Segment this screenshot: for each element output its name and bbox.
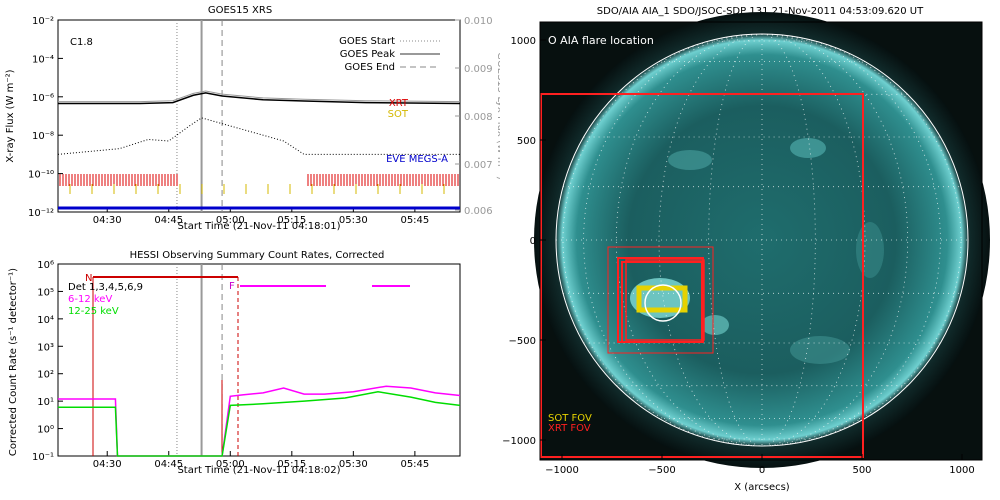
grid-longitude <box>658 34 763 446</box>
xrt-fov-box-outer <box>607 246 714 354</box>
aia-xlabel: X (arcsecs) <box>734 482 790 493</box>
hessi-6-12kev-series <box>58 385 461 457</box>
legend-6-12kev: 6-12 keV <box>68 294 112 305</box>
aia-ytick-label: 500 <box>517 136 536 147</box>
goes-xtick-label: 04:45 <box>154 215 183 226</box>
hessi-xtick-label: 04:30 <box>93 459 122 470</box>
goes-marker-legend: XRT SOT EVE MEGS-A <box>386 98 448 165</box>
legend-goes-start-label: GOES Start <box>339 36 395 47</box>
hessi-x-axis: 04:30 04:45 05:00 05:15 05:30 05:45 <box>93 451 429 470</box>
goes-xtick-label: 05:30 <box>339 215 368 226</box>
aia-flare-label: O AIA flare location <box>548 34 654 47</box>
det-label: Det 1,3,4,5,6,9 <box>68 282 143 293</box>
sot-fov-legend: SOT FOV <box>548 413 592 424</box>
goes-ytick-right-label: 0.010 <box>464 16 493 27</box>
goes-xtick-label: 05:45 <box>400 215 429 226</box>
goes-ytick-label: 10⁻⁸ <box>32 131 54 142</box>
aia-ytick-label: −1000 <box>502 436 536 447</box>
legend-goes-peak-label: GOES Peak <box>340 49 395 60</box>
goes-ylabel: X-ray Flux (W m⁻²) <box>5 69 16 162</box>
hessi-xtick-label: 05:00 <box>216 459 245 470</box>
aia-ytick-label: 1000 <box>511 36 536 47</box>
hessi-xtick-label: 05:30 <box>339 459 368 470</box>
flag-n-label: N <box>85 273 92 284</box>
hessi-ytick-label: 10³ <box>37 342 54 353</box>
goes-xtick-label: 05:00 <box>216 215 245 226</box>
eve-marker-label: EVE MEGS-A <box>386 154 448 165</box>
legend-12-25kev: 12-25 keV <box>68 306 119 317</box>
xrt-fov-legend: XRT FOV <box>548 423 591 434</box>
aia-xtick-label: −1000 <box>545 465 579 476</box>
hessi-xlabel: Start Time (21-Nov-11 04:18:02) <box>177 465 340 476</box>
hessi-title: HESSI Observing Summary Count Rates, Cor… <box>130 250 385 261</box>
goes-ytick-label: 10⁻⁶ <box>32 93 54 104</box>
aia-xtick-label: −500 <box>648 465 675 476</box>
goes-ytick-label: 10⁻¹² <box>28 208 54 219</box>
hessi-ytick-label: 10² <box>37 370 54 381</box>
aia-xtick-label: 500 <box>852 465 871 476</box>
hessi-panel: HESSI Observing Summary Count Rates, Cor… <box>8 250 461 476</box>
grid-longitude <box>761 34 866 446</box>
goes-y-axis: 10⁻² 10⁻⁴ 10⁻⁶ 10⁻⁸ 10⁻¹⁰ 10⁻¹² <box>28 16 63 219</box>
aia-xtick-label: 0 <box>759 465 765 476</box>
goes-ytick-label: 10⁻¹⁰ <box>28 170 54 181</box>
xrt-large-fov <box>540 93 864 458</box>
xrt-fov-box-2 <box>621 261 703 343</box>
goes-observation-ticks <box>59 174 459 194</box>
aia-y-axis: 1000 500 0 −500 −1000 <box>502 36 546 447</box>
aia-x-axis: −1000 −500 0 500 1000 <box>545 454 975 476</box>
hessi-y-axis: 10⁶ 10⁵ 10⁴ 10³ 10² 10¹ 10⁰ 10⁻¹ <box>32 260 63 463</box>
sot-fov-box <box>636 285 688 313</box>
legend-goes-end-label: GOES End <box>345 62 395 73</box>
goes-title: GOES15 XRS <box>208 5 272 16</box>
goes-xtick-label: 04:30 <box>93 215 122 226</box>
goes-ytick-right-label: 0.008 <box>464 112 493 123</box>
goes-long-series <box>58 92 461 105</box>
hessi-plot-frame <box>57 263 461 457</box>
sot-marker-label: SOT <box>388 109 409 120</box>
hessi-xtick-label: 05:15 <box>277 459 306 470</box>
hessi-ylabel: Corrected Count Rate (s⁻¹ detector⁻¹) <box>8 268 19 456</box>
aia-title: SDO/AIA AIA_1 SDO/JSOC-SDP 131 21-Nov-20… <box>597 6 924 17</box>
goes-ytick-right-label: 0.006 <box>464 206 493 217</box>
goes-xtick-label: 05:15 <box>277 215 306 226</box>
aia-ytick-label: −500 <box>509 336 536 347</box>
goes-ytick-label: 10⁻² <box>32 16 54 27</box>
goes-ytick-right-label: 0.007 <box>464 160 493 171</box>
goes-xlabel: Start Time (21-Nov-11 04:18:01) <box>177 221 340 232</box>
goes-ytick-label: 10⁻⁴ <box>32 54 54 65</box>
aia-panel: SDO/AIA AIA_1 SDO/JSOC-SDP 131 21-Nov-20… <box>500 0 1000 500</box>
aia-xtick-label: 1000 <box>949 465 974 476</box>
hessi-ytick-label: 10⁻¹ <box>32 452 54 463</box>
hessi-ytick-label: 10¹ <box>37 397 54 408</box>
hessi-12-25kev-series <box>58 390 461 457</box>
hessi-ytick-label: 10⁴ <box>37 315 54 326</box>
aia-plot-frame <box>539 21 983 461</box>
hessi-xtick-label: 04:45 <box>154 459 183 470</box>
hessi-xtick-label: 05:45 <box>400 459 429 470</box>
goes-short-series <box>57 117 460 155</box>
goes-legend: GOES Start GOES Peak GOES End <box>339 36 440 73</box>
hessi-ytick-label: 10⁰ <box>37 425 54 436</box>
aia-ytick-label: 0 <box>530 236 536 247</box>
hessi-ytick-label: 10⁵ <box>37 287 54 298</box>
goes-panel: GOES15 XRS C1.8 10⁻²10⁻⁴10⁻⁶10⁻⁸10⁻¹⁰10⁻… <box>5 5 506 232</box>
xrt-marker-label: XRT <box>389 98 409 109</box>
hessi-ytick-label: 10⁶ <box>37 260 54 271</box>
xrt-fov-box-3 <box>625 259 705 341</box>
aia-flare-location-marker <box>644 284 682 322</box>
goes-ytick-right-label: 0.009 <box>464 64 493 75</box>
goes-long-series-upper <box>58 90 461 103</box>
goes-class-label: C1.8 <box>70 37 93 48</box>
goes-y-axis-right: 0.010 0.009 0.008 0.007 0.006 <box>455 16 493 217</box>
flag-f-label: F <box>229 281 235 292</box>
